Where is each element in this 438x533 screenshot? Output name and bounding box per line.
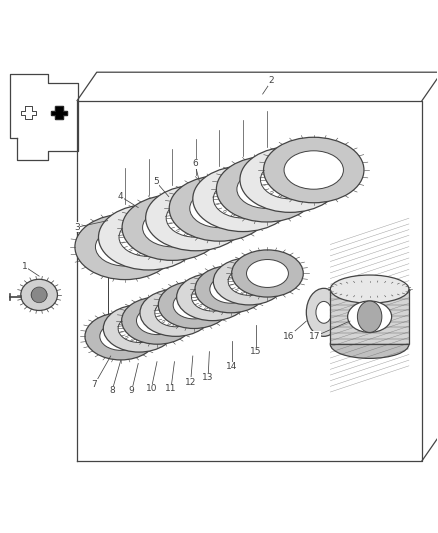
Ellipse shape [122, 195, 223, 261]
Ellipse shape [316, 302, 332, 323]
Ellipse shape [357, 301, 382, 333]
Ellipse shape [306, 288, 341, 336]
Text: 14: 14 [226, 362, 238, 372]
Ellipse shape [166, 199, 226, 237]
Ellipse shape [177, 273, 248, 321]
Ellipse shape [191, 283, 233, 311]
Ellipse shape [348, 301, 392, 333]
Polygon shape [330, 289, 409, 344]
Ellipse shape [228, 268, 270, 295]
Ellipse shape [240, 147, 340, 212]
Ellipse shape [103, 305, 175, 352]
Ellipse shape [247, 260, 288, 287]
Text: 8: 8 [109, 386, 115, 395]
Ellipse shape [137, 306, 178, 335]
Ellipse shape [119, 218, 178, 256]
Text: 12: 12 [185, 378, 196, 387]
Ellipse shape [155, 299, 197, 327]
Text: 5: 5 [153, 177, 159, 186]
Ellipse shape [169, 176, 270, 241]
Ellipse shape [122, 297, 193, 344]
Polygon shape [51, 106, 67, 119]
Ellipse shape [158, 281, 230, 328]
Ellipse shape [216, 157, 317, 222]
Ellipse shape [213, 180, 273, 218]
Ellipse shape [232, 250, 303, 297]
Text: 2: 2 [268, 76, 274, 85]
Ellipse shape [75, 214, 175, 280]
Ellipse shape [237, 170, 296, 208]
Ellipse shape [193, 166, 293, 231]
Ellipse shape [173, 291, 215, 319]
Text: 6: 6 [192, 159, 198, 168]
Ellipse shape [146, 185, 246, 251]
Ellipse shape [85, 313, 156, 360]
Text: 4: 4 [118, 192, 124, 201]
Ellipse shape [264, 138, 364, 203]
Ellipse shape [195, 265, 267, 313]
Text: 1: 1 [22, 262, 28, 271]
Ellipse shape [95, 228, 155, 266]
Ellipse shape [190, 189, 249, 228]
Ellipse shape [143, 208, 202, 247]
Text: 15: 15 [251, 347, 262, 356]
Ellipse shape [261, 160, 320, 199]
Text: 10: 10 [145, 384, 157, 393]
Ellipse shape [140, 289, 212, 336]
Ellipse shape [330, 330, 409, 358]
Ellipse shape [99, 205, 199, 270]
Ellipse shape [100, 322, 142, 350]
Text: 9: 9 [129, 386, 134, 395]
Ellipse shape [330, 275, 409, 303]
Text: 7: 7 [92, 380, 97, 389]
Ellipse shape [31, 288, 47, 302]
Ellipse shape [31, 287, 47, 303]
Ellipse shape [210, 275, 252, 303]
Text: 17: 17 [309, 332, 321, 341]
Ellipse shape [118, 314, 160, 343]
Ellipse shape [21, 279, 57, 310]
Text: 16: 16 [283, 332, 295, 341]
Text: 3: 3 [74, 223, 80, 232]
Ellipse shape [213, 258, 285, 305]
Text: 11: 11 [165, 384, 177, 393]
Ellipse shape [284, 151, 343, 189]
Text: 13: 13 [202, 373, 214, 382]
